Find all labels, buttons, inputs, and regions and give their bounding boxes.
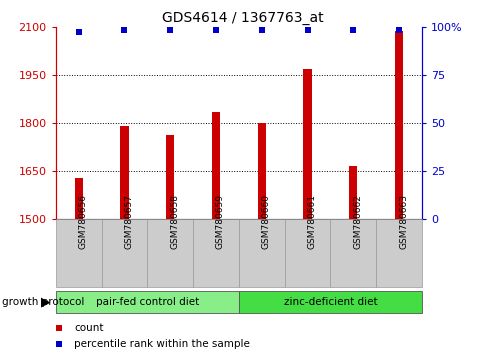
Text: zinc-deficient diet: zinc-deficient diet: [283, 297, 377, 307]
Bar: [101, 219, 147, 287]
Text: count: count: [74, 323, 104, 333]
Bar: [348, 166, 357, 219]
Bar: [238, 219, 284, 287]
Bar: [75, 178, 83, 219]
Text: GDS4614 / 1367763_at: GDS4614 / 1367763_at: [161, 11, 323, 25]
Bar: [193, 219, 238, 287]
Text: percentile rank within the sample: percentile rank within the sample: [74, 339, 249, 349]
Bar: [56, 291, 238, 313]
Bar: [330, 219, 376, 287]
Bar: [238, 291, 421, 313]
Bar: [394, 31, 402, 219]
Text: GSM780659: GSM780659: [215, 194, 225, 249]
Bar: [376, 219, 421, 287]
Text: GSM780660: GSM780660: [261, 194, 270, 249]
Bar: [56, 219, 101, 287]
Bar: [147, 219, 193, 287]
Text: GSM780656: GSM780656: [78, 194, 88, 249]
Bar: [212, 113, 220, 219]
Bar: [166, 135, 174, 219]
Text: GSM780661: GSM780661: [307, 194, 316, 249]
Bar: [120, 126, 128, 219]
Bar: [257, 123, 265, 219]
Bar: [303, 69, 311, 219]
Text: GSM780663: GSM780663: [398, 194, 407, 249]
Bar: [284, 219, 330, 287]
Text: GSM780662: GSM780662: [352, 194, 362, 249]
Text: pair-fed control diet: pair-fed control diet: [95, 297, 198, 307]
Text: GSM780658: GSM780658: [170, 194, 179, 249]
Text: GSM780657: GSM780657: [124, 194, 133, 249]
Text: ▶: ▶: [41, 295, 51, 308]
Text: growth protocol: growth protocol: [2, 297, 85, 307]
